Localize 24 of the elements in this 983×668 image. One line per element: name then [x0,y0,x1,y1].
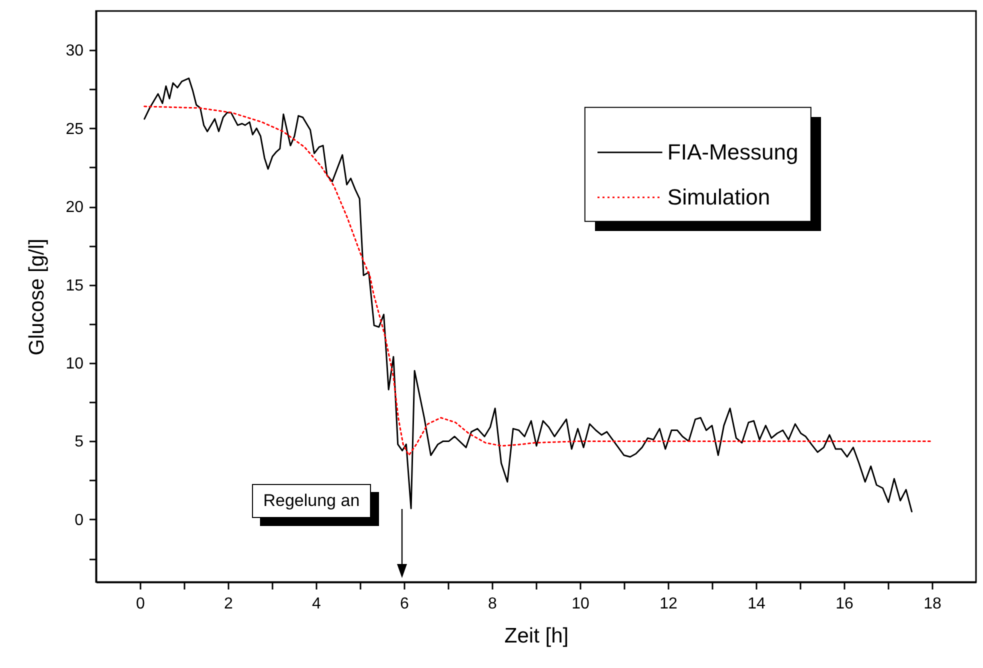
annotation: Regelung an [252,484,371,518]
line-series [144,78,913,512]
y-tick-label: 20 [66,199,84,216]
x-tick-label: 4 [312,596,322,612]
legend-label: FIA-Messung [667,139,798,164]
x-tick-label: 12 [660,596,678,612]
x-tick-label: 16 [836,596,854,612]
x-tick-label: 8 [488,596,498,612]
y-tick-label: 30 [66,42,84,60]
x-tick-label: 14 [748,596,766,612]
line-series [144,106,933,456]
x-tick-label: 6 [400,596,410,612]
y-tick-label: 10 [66,355,84,372]
x-tick-label: 10 [572,596,590,612]
x-tick-label: 18 [924,596,942,612]
x-axis-title: Zeit [h] [504,624,569,648]
y-tick-label: 25 [66,120,84,138]
y-tick-label: 15 [66,277,84,294]
y-tick-label: 5 [74,434,84,451]
legend-label: Simulation [667,184,770,210]
y-axis-title: Glucose [g/l] [26,238,49,356]
x-tick-label: 0 [136,596,146,612]
x-tick-label: 2 [224,596,234,612]
y-tick-label: 0 [74,512,84,529]
